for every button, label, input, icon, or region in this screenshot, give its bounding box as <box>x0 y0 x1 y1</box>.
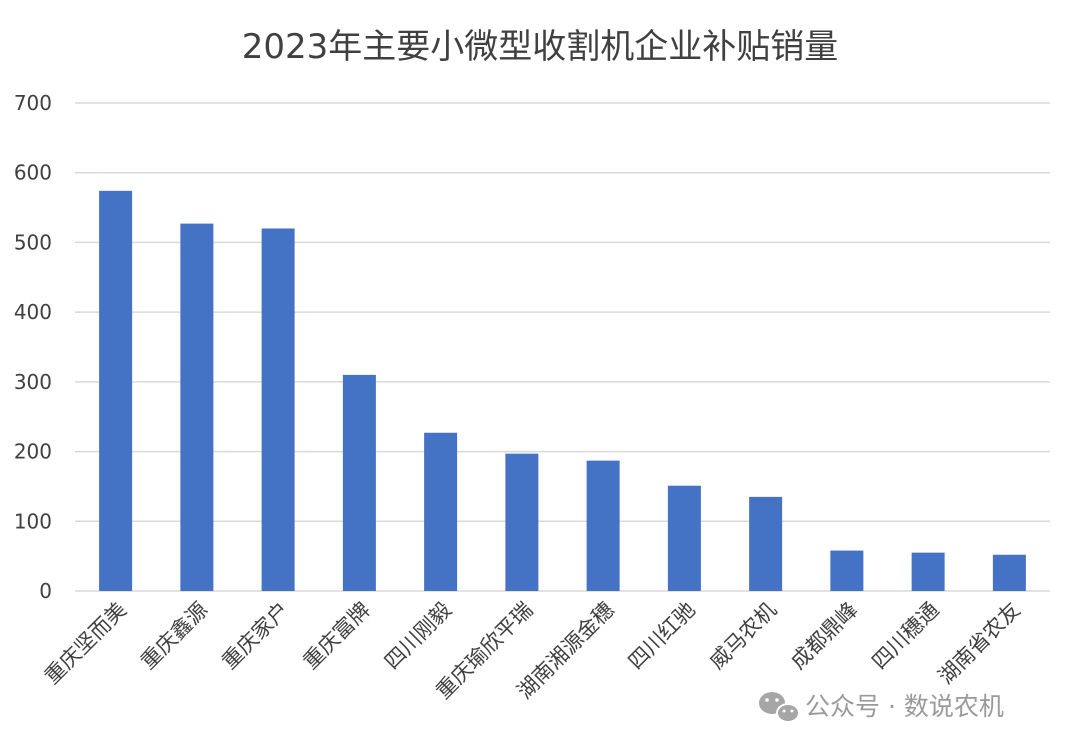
gridlines <box>75 102 1050 592</box>
bar <box>992 554 1026 591</box>
bar <box>911 552 945 591</box>
bar <box>667 485 701 591</box>
bar <box>586 460 620 591</box>
y-tick-label: 200 <box>14 440 52 464</box>
x-category-label: 重庆家户 <box>217 598 293 674</box>
watermark: 公众号 · 数说农机 <box>759 692 1004 723</box>
y-tick-label: 500 <box>14 230 52 254</box>
bar <box>261 228 295 591</box>
bar <box>505 453 539 591</box>
y-tick-label: 0 <box>39 579 52 603</box>
bar <box>749 496 783 591</box>
y-tick-label: 100 <box>14 509 52 533</box>
x-category-label: 四川红驰 <box>624 598 700 674</box>
bar <box>424 432 458 591</box>
y-axis-ticks: 0 100 200 300 400 500 600 700 <box>14 91 52 603</box>
bar <box>180 223 214 591</box>
x-category-label: 重庆鑫源 <box>136 598 212 674</box>
x-category-label: 重庆富牌 <box>299 598 375 674</box>
watermark-text: 公众号 · 数说农机 <box>805 692 1004 721</box>
x-category-label: 重庆坚而美 <box>40 598 131 689</box>
bars <box>99 190 1026 591</box>
chart-title: 2023年主要小微型收割机企业补贴销量 <box>242 27 839 67</box>
y-tick-label: 600 <box>14 161 52 185</box>
y-tick-label: 400 <box>14 300 52 324</box>
wechat-icon <box>759 692 800 723</box>
x-category-label: 湖南省农友 <box>934 598 1025 689</box>
bar <box>99 190 133 591</box>
y-tick-label: 700 <box>14 91 52 115</box>
bar <box>342 374 376 591</box>
x-category-label: 四川穗通 <box>867 598 943 674</box>
x-category-label: 成都鼎峰 <box>786 598 862 674</box>
bar <box>830 550 864 591</box>
x-category-label: 威马农机 <box>705 598 781 674</box>
y-tick-label: 300 <box>14 370 52 394</box>
x-category-label: 四川刚毅 <box>380 598 456 674</box>
